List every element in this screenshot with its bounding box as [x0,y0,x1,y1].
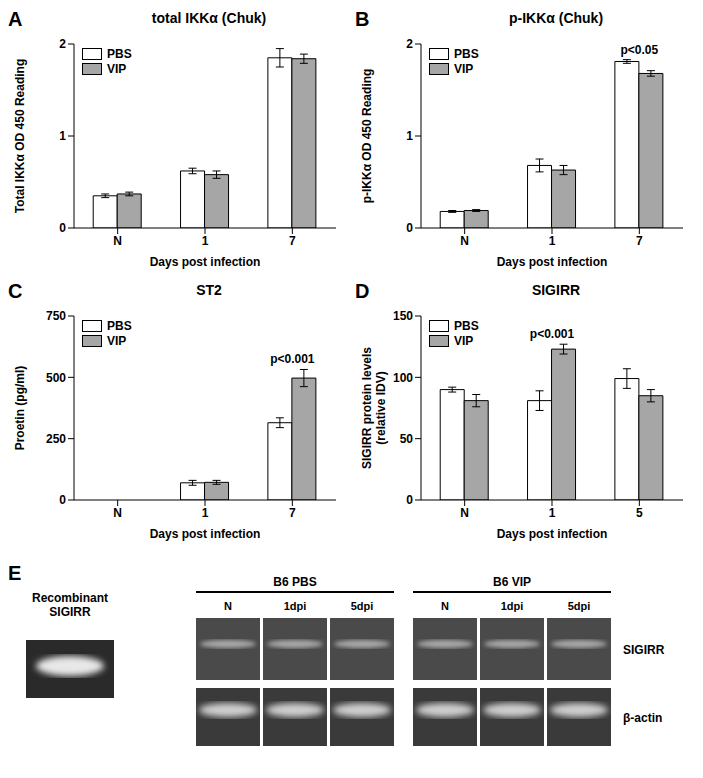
svg-text:1: 1 [59,129,66,143]
svg-text:1: 1 [202,234,209,248]
svg-text:1dpi: 1dpi [501,600,524,612]
svg-text:5dpi: 5dpi [351,600,374,612]
svg-text:Days post infection: Days post infection [497,255,608,269]
svg-text:500: 500 [46,371,66,385]
svg-text:1: 1 [406,129,413,143]
html-text:PBS: PBS [107,46,132,61]
svg-text:E: E [8,562,21,584]
svg-text:B6 PBS: B6 PBS [273,575,316,589]
svg-text:150: 150 [393,309,413,323]
svg-text:2: 2 [406,37,413,51]
svg-text:0: 0 [59,221,66,235]
html-text:B: B [355,8,370,30]
svg-text:0: 0 [59,493,66,507]
svg-text:β-actin: β-actin [623,711,662,725]
html-text:PBS: PBS [107,318,132,333]
svg-text:Days post infection: Days post infection [497,527,608,541]
svg-text:SIGIRR: SIGIRR [49,605,91,619]
svg-text:0: 0 [406,493,413,507]
svg-text:250: 250 [46,432,66,446]
svg-text:N: N [113,506,122,520]
svg-text:5: 5 [636,506,643,520]
svg-text:B6 VIP: B6 VIP [493,575,531,589]
svg-text:2: 2 [59,37,66,51]
svg-text:1: 1 [549,506,556,520]
html-text:C: C [8,280,23,302]
svg-text:Total IKKα OD 450 Reading: Total IKKα OD 450 Reading [13,59,27,214]
svg-text:7: 7 [289,506,296,520]
html-text:SIGIRR: SIGIRR [531,282,581,298]
svg-text:1dpi: 1dpi [284,600,307,612]
svg-text:p<0.001: p<0.001 [530,327,575,341]
svg-text:SIGIRR: SIGIRR [623,643,665,657]
svg-text:0: 0 [406,221,413,235]
svg-text:SIGIRR protein levels(relative: SIGIRR protein levels(relative IDV) [360,347,388,469]
svg-text:1: 1 [549,234,556,248]
html-text:ST2: ST2 [196,282,222,298]
svg-text:Proetin (pg/ml): Proetin (pg/ml) [13,366,27,451]
svg-text:Days post infection: Days post infection [150,527,261,541]
html-text:A: A [8,8,23,30]
svg-text:750: 750 [46,309,66,323]
svg-text:N: N [113,234,122,248]
svg-text:7: 7 [289,234,296,248]
svg-text:1: 1 [202,506,209,520]
svg-text:5dpi: 5dpi [568,600,591,612]
svg-text:Days post infection: Days post infection [150,255,261,269]
svg-text:Recombinant: Recombinant [32,591,108,605]
svg-text:50: 50 [400,432,414,446]
svg-text:N: N [460,506,469,520]
svg-text:7: 7 [636,234,643,248]
html-text:VIP: VIP [454,61,474,76]
svg-text:N: N [224,600,232,612]
html-text:D: D [355,280,370,302]
svg-text:N: N [441,600,449,612]
html-text:total IKKα (Chuk): total IKKα (Chuk) [151,10,267,26]
html-text:PBS: PBS [454,318,479,333]
html-text:VIP: VIP [107,333,127,348]
svg-text:p<0.001: p<0.001 [270,352,315,366]
html-text:VIP: VIP [107,61,127,76]
svg-text:N: N [460,234,469,248]
svg-text:p-IKKα OD 450 Reading: p-IKKα OD 450 Reading [360,69,374,204]
html-text:VIP: VIP [454,333,474,348]
svg-text:p<0.05: p<0.05 [620,43,658,57]
svg-text:100: 100 [393,371,413,385]
html-text:p-IKKα (Chuk): p-IKKα (Chuk) [508,10,604,26]
html-text:PBS: PBS [454,46,479,61]
